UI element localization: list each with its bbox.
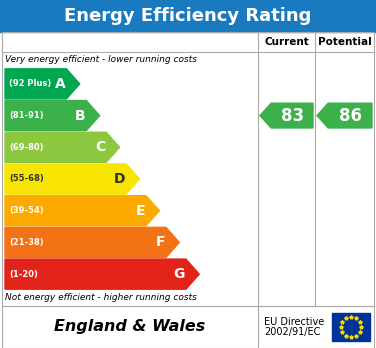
Polygon shape	[5, 132, 120, 163]
Text: C: C	[95, 140, 105, 154]
Text: B: B	[75, 109, 85, 122]
Text: (21-38): (21-38)	[9, 238, 44, 247]
Polygon shape	[5, 227, 179, 258]
Bar	[0, 0, 376, 32]
Text: E: E	[136, 204, 145, 218]
Bar	[2, 32, 374, 306]
Polygon shape	[5, 196, 159, 226]
Text: EU Directive: EU Directive	[264, 317, 324, 327]
Text: 86: 86	[338, 106, 362, 125]
Polygon shape	[5, 101, 100, 130]
Text: England & Wales: England & Wales	[55, 319, 206, 334]
Text: (81-91): (81-91)	[9, 111, 44, 120]
Text: 83: 83	[280, 106, 304, 125]
Polygon shape	[317, 103, 372, 128]
Polygon shape	[5, 69, 80, 99]
Text: (1-20): (1-20)	[9, 270, 38, 279]
Polygon shape	[5, 259, 199, 289]
Polygon shape	[5, 164, 139, 194]
Text: Energy Efficiency Rating: Energy Efficiency Rating	[64, 7, 312, 25]
Text: Very energy efficient - lower running costs: Very energy efficient - lower running co…	[5, 55, 197, 64]
Bar	[332, 313, 370, 341]
Text: G: G	[174, 267, 185, 281]
Text: (92 Plus): (92 Plus)	[9, 79, 51, 88]
Text: (55-68): (55-68)	[9, 174, 44, 183]
Text: D: D	[114, 172, 125, 186]
Text: Not energy efficient - higher running costs: Not energy efficient - higher running co…	[5, 293, 197, 302]
Polygon shape	[260, 103, 313, 128]
Bar	[2, 306, 374, 348]
Text: F: F	[156, 236, 165, 250]
Text: Current: Current	[264, 37, 309, 47]
Text: (39-54): (39-54)	[9, 206, 44, 215]
Text: A: A	[55, 77, 65, 91]
Text: (69-80): (69-80)	[9, 143, 44, 152]
Text: 2002/91/EC: 2002/91/EC	[264, 327, 320, 337]
Text: Potential: Potential	[318, 37, 371, 47]
